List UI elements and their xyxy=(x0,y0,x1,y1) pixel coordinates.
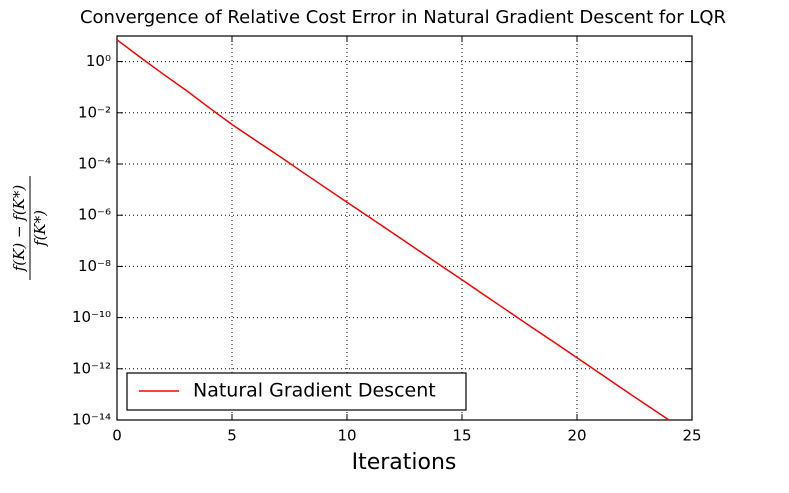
x-axis-label: Iterations xyxy=(352,450,457,475)
chart-title: Convergence of Relative Cost Error in Na… xyxy=(80,7,726,28)
data-line xyxy=(116,39,670,421)
y-tick-label: 10⁻¹⁴ xyxy=(72,411,111,429)
y-tick-label: 10⁻¹² xyxy=(72,359,111,377)
x-tick-label: 0 xyxy=(112,427,122,445)
y-tick-label: 10⁻¹⁰ xyxy=(72,308,111,326)
y-tick-label: 10⁰ xyxy=(86,52,111,70)
y-tick-label: 10⁻⁶ xyxy=(78,206,111,224)
y-tick-label: 10⁻⁴ xyxy=(78,155,111,173)
y-tick-label: 10⁻⁸ xyxy=(78,257,111,275)
x-tick-label: 10 xyxy=(337,427,356,445)
legend-label: Natural Gradient Descent xyxy=(193,380,436,402)
y-axis-label: f(K) − f(K*) f(K*) xyxy=(10,176,49,280)
x-tick-label: 15 xyxy=(452,427,471,445)
y-label-numerator: f(K) − f(K*) xyxy=(10,185,28,273)
legend-box xyxy=(126,372,467,411)
x-tick-label: 20 xyxy=(567,427,586,445)
plot-frame xyxy=(116,35,693,421)
y-tick-label: 10⁻² xyxy=(78,103,111,121)
x-tick-label: 5 xyxy=(227,427,237,445)
y-label-denominator: f(K*) xyxy=(31,210,49,247)
x-tick-label: 25 xyxy=(682,427,701,445)
